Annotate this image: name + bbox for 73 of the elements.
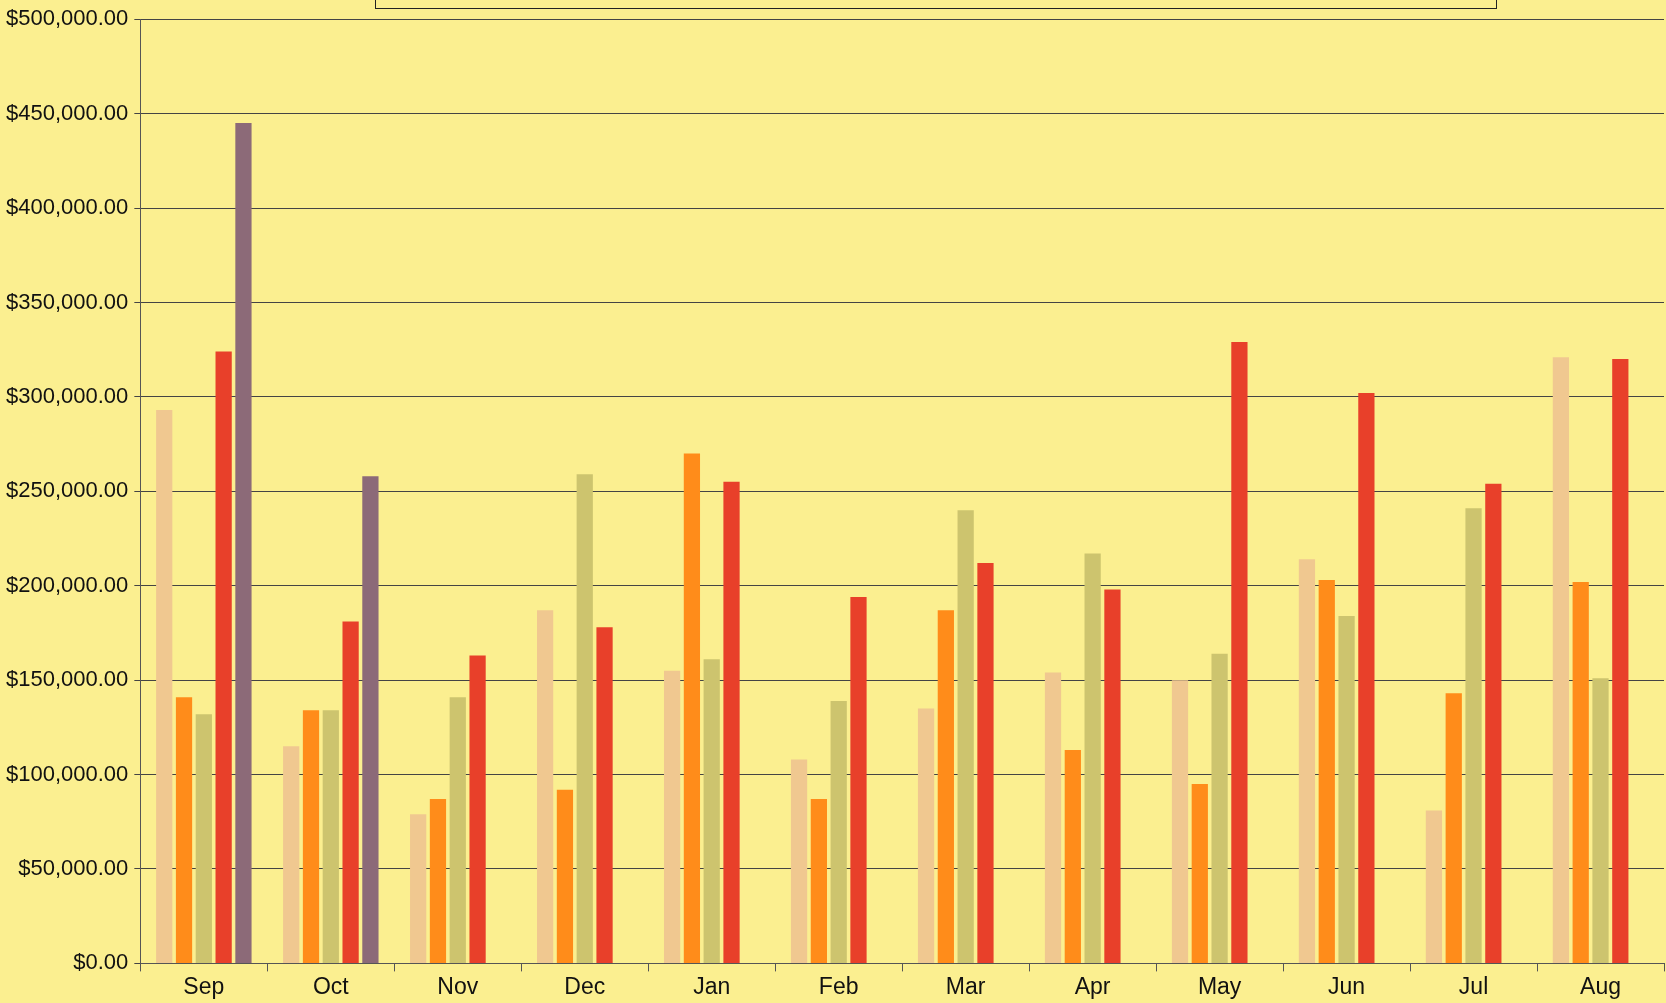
bar bbox=[810, 799, 827, 963]
bar bbox=[1231, 342, 1248, 963]
y-tick-label: $200,000.00 bbox=[6, 571, 129, 597]
bar bbox=[537, 610, 554, 963]
x-tick-label: Nov bbox=[437, 972, 479, 999]
y-tick-label: $400,000.00 bbox=[6, 194, 129, 220]
bar bbox=[790, 759, 808, 963]
bar bbox=[322, 710, 339, 963]
bar bbox=[1572, 581, 1589, 963]
bar bbox=[1552, 357, 1570, 963]
bar bbox=[556, 789, 574, 963]
bar bbox=[1425, 810, 1443, 963]
bar bbox=[156, 410, 173, 963]
bar bbox=[1445, 693, 1462, 963]
bar bbox=[937, 610, 954, 963]
y-tick-label: $450,000.00 bbox=[6, 99, 129, 125]
x-tick-label: Dec bbox=[564, 972, 606, 999]
bar bbox=[1485, 483, 1502, 963]
bar bbox=[723, 481, 740, 963]
bar bbox=[1612, 359, 1629, 963]
x-tick-label: Jun bbox=[1328, 972, 1366, 999]
bar bbox=[576, 474, 593, 963]
bar bbox=[1084, 553, 1101, 963]
y-tick-label: $100,000.00 bbox=[6, 760, 129, 786]
y-tick-label: $500,000.00 bbox=[6, 5, 129, 31]
y-tick-label: $300,000.00 bbox=[6, 382, 129, 408]
x-tick-label: Mar bbox=[945, 972, 986, 999]
x-tick-label: Aug bbox=[1580, 972, 1621, 999]
bar bbox=[957, 510, 974, 963]
bar bbox=[1211, 653, 1228, 963]
x-tick-label: Sep bbox=[183, 972, 225, 999]
bar bbox=[1318, 580, 1335, 963]
bar bbox=[195, 714, 212, 963]
bar bbox=[977, 563, 994, 963]
y-tick-label: $350,000.00 bbox=[6, 288, 129, 314]
bar bbox=[215, 351, 232, 963]
bar bbox=[1191, 784, 1208, 963]
x-tick-label: May bbox=[1197, 972, 1242, 999]
bar bbox=[410, 814, 427, 963]
bar bbox=[683, 453, 701, 963]
bar bbox=[469, 655, 486, 963]
x-tick-label: Apr bbox=[1074, 972, 1111, 999]
x-tick-label: Jan bbox=[693, 972, 731, 999]
bar bbox=[1592, 678, 1609, 963]
bar bbox=[283, 746, 300, 963]
bar bbox=[429, 799, 447, 963]
bar bbox=[1104, 589, 1121, 963]
bar bbox=[235, 123, 252, 963]
x-tick-label: Feb bbox=[818, 972, 859, 999]
bar bbox=[1044, 672, 1062, 963]
bar bbox=[1298, 559, 1316, 963]
bar bbox=[830, 700, 847, 963]
y-tick-label: $150,000.00 bbox=[6, 666, 129, 692]
bar bbox=[596, 627, 613, 963]
bar bbox=[703, 659, 720, 963]
bar bbox=[1064, 750, 1081, 963]
bar bbox=[449, 697, 466, 963]
bar bbox=[850, 597, 867, 963]
bar bbox=[1338, 615, 1355, 963]
y-tick-label: $50,000.00 bbox=[18, 855, 129, 881]
x-tick-label: Jul bbox=[1458, 972, 1489, 999]
bar bbox=[917, 708, 935, 963]
bar bbox=[1358, 393, 1375, 963]
bar bbox=[342, 621, 359, 963]
y-tick-label: $250,000.00 bbox=[6, 477, 129, 503]
bar bbox=[1171, 680, 1189, 963]
bar bbox=[1465, 508, 1482, 963]
bar bbox=[302, 710, 320, 963]
x-tick-label: Oct bbox=[312, 972, 350, 999]
bar bbox=[663, 670, 681, 963]
y-tick-label: $0.00 bbox=[73, 949, 129, 975]
bar bbox=[175, 697, 193, 963]
bar bbox=[362, 476, 379, 963]
